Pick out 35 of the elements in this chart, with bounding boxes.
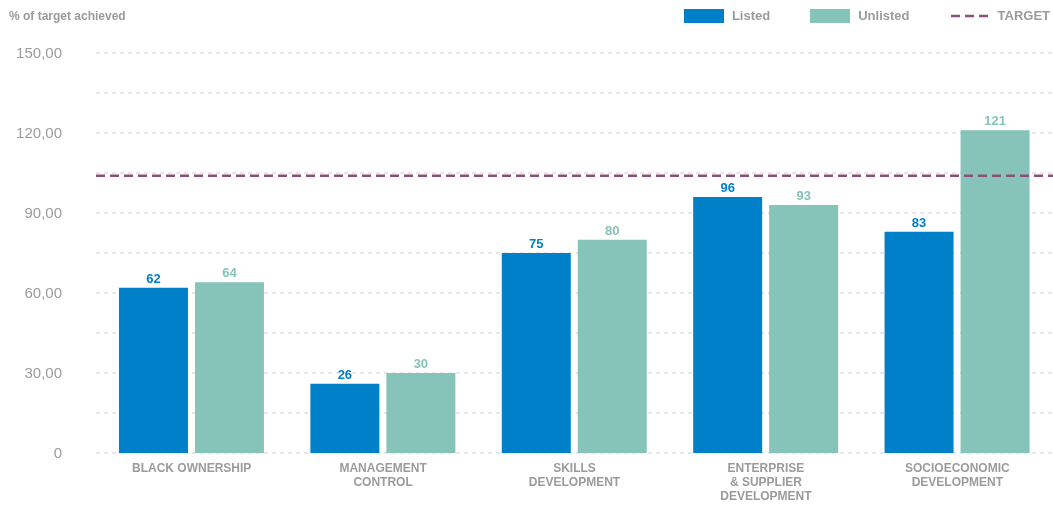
x-tick-label: BLACK OWNERSHIP	[132, 460, 252, 475]
data-label: 30	[413, 356, 429, 371]
y-tick-label: 150,00	[16, 44, 62, 62]
bar	[194, 282, 264, 453]
x-tick-label: SOCIOECONOMIC DEVELOPMENT	[904, 460, 1010, 489]
bar	[884, 231, 954, 453]
data-label: 75	[529, 236, 544, 251]
y-axis-title: % of target achieved	[9, 9, 126, 23]
x-tick-label: SKILLS DEVELOPMENT	[528, 460, 621, 489]
bar	[769, 205, 839, 453]
data-label: 93	[796, 188, 811, 203]
legend-label: Listed	[731, 8, 771, 23]
bar	[118, 287, 188, 453]
data-label: 64	[222, 265, 238, 281]
y-tick-label: 30,00	[24, 364, 62, 382]
bar	[577, 239, 647, 453]
data-label: 80	[605, 222, 620, 238]
bar	[693, 197, 763, 453]
legend-label: Unlisted	[858, 8, 910, 23]
bar	[960, 130, 1030, 453]
data-label: 26	[337, 366, 353, 382]
y-tick-label: 60,00	[24, 284, 62, 302]
data-label: 96	[720, 180, 735, 195]
bar	[501, 253, 571, 453]
bar	[386, 373, 456, 453]
data-label: 121	[984, 113, 1006, 129]
x-tick-label: ENTERPRISE & SUPPLIER DEVELOPMENT	[720, 460, 813, 503]
y-tick-label: 120,00	[16, 124, 62, 142]
bar	[310, 383, 380, 453]
y-tick-label: 90,00	[24, 204, 62, 222]
y-tick-label: 0	[53, 444, 62, 462]
data-label: 62	[146, 270, 161, 286]
legend-label: TARGET	[997, 8, 1050, 23]
data-label: 83	[911, 214, 927, 230]
x-tick-label: MANAGEMENT CONTROL	[339, 460, 428, 489]
